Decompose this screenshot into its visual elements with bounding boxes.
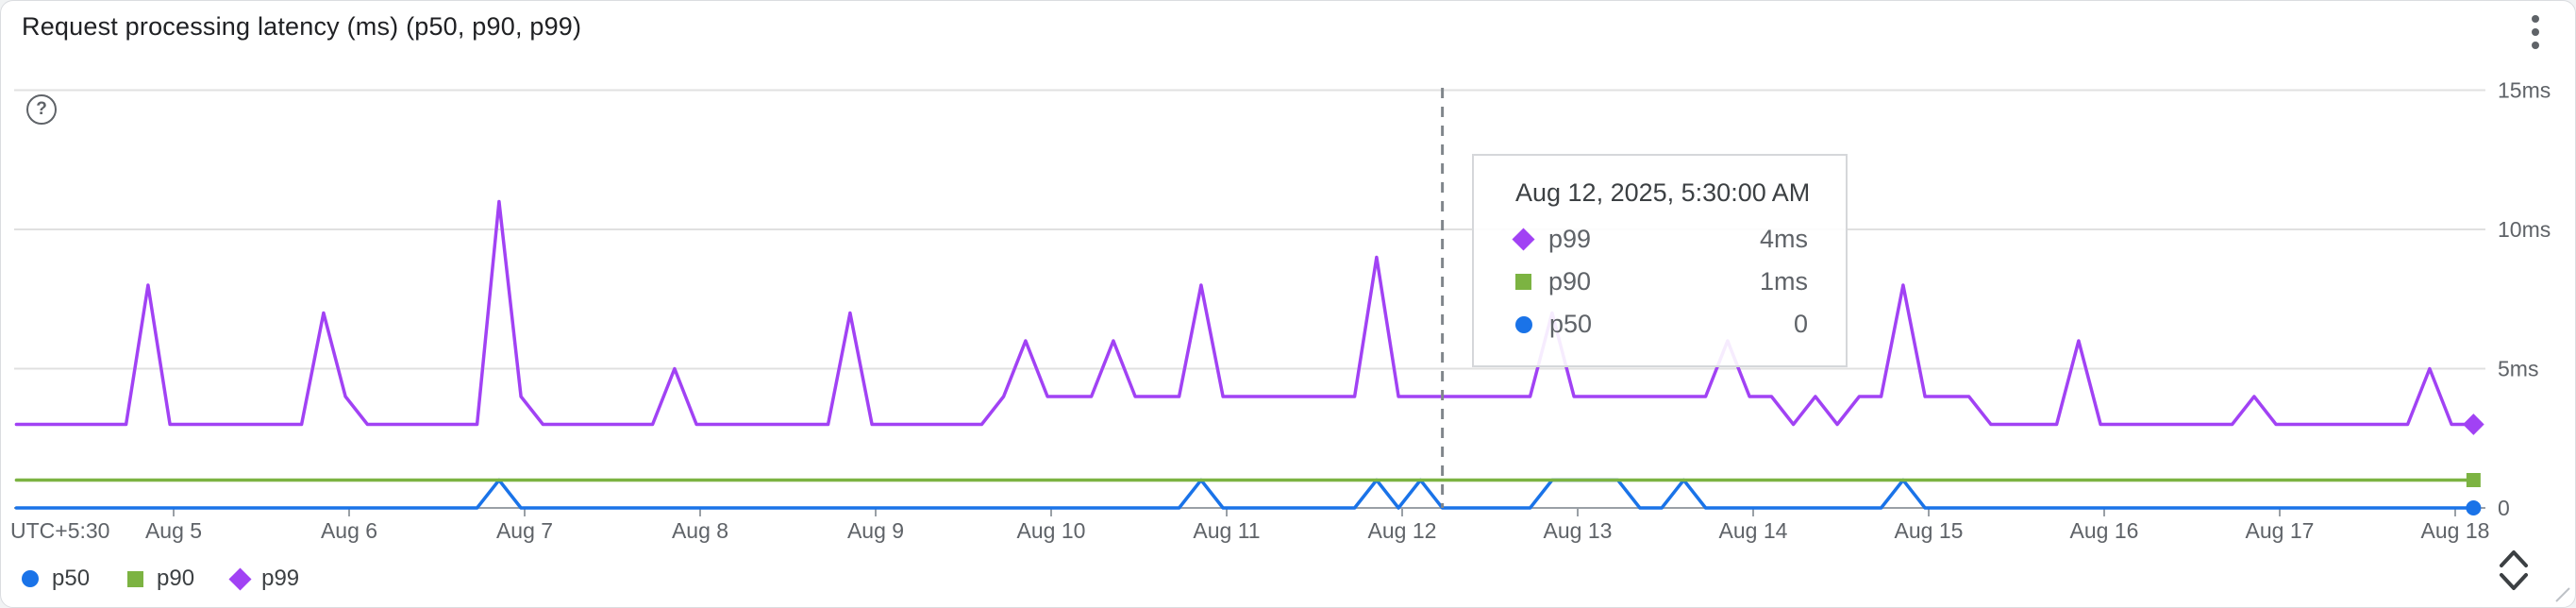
legend-item-p90[interactable]: p90: [127, 566, 194, 592]
tooltip-series-value: 4ms: [1759, 225, 1808, 253]
p50-circle-icon: [1515, 315, 1532, 333]
legend-item-p99[interactable]: p99: [228, 566, 300, 592]
tooltip-series-value: 0: [1793, 310, 1808, 338]
legend-label-p50: p50: [52, 566, 91, 591]
x-axis-label-aug-9: Aug 9: [847, 518, 904, 543]
x-axis-label-aug-11: Aug 11: [1193, 518, 1260, 543]
x-axis-label-aug-12: Aug 12: [1368, 518, 1437, 543]
x-axis-label-aug-13: Aug 13: [1544, 518, 1613, 543]
tooltip-row-p50: p50 0: [1515, 303, 1808, 346]
y-axis-label-5ms: 5ms: [2498, 357, 2538, 381]
p90-square-icon: [127, 570, 144, 587]
help-icon[interactable]: ?: [26, 94, 57, 125]
timezone-label: UTC+5:30: [10, 518, 109, 543]
p99-diamond-icon: [228, 566, 252, 591]
chart-title: Request processing latency (ms) (p50, p9…: [22, 12, 582, 41]
tooltip-series-label: p99: [1548, 225, 1592, 253]
y-axis-label-15ms: 15ms: [2498, 78, 2551, 103]
x-axis-label-aug-10: Aug 10: [1017, 518, 1086, 543]
y-axis-label-0: 0: [2498, 496, 2510, 520]
x-axis-label-aug-5: Aug 5: [145, 518, 202, 543]
legend-item-p50[interactable]: p50: [22, 566, 90, 592]
tooltip-series-value: 1ms: [1759, 267, 1808, 296]
x-axis-label-aug-14: Aug 14: [1719, 518, 1788, 543]
p90-end-square-icon: [2466, 473, 2481, 487]
chart-legend: p50 p90 p99: [22, 564, 299, 594]
resize-grip[interactable]: [2554, 586, 2571, 603]
p99-end-diamond-icon: [2463, 414, 2484, 435]
legend-label-p90: p90: [157, 566, 195, 591]
x-axis-label-aug-15: Aug 15: [1895, 518, 1964, 543]
x-axis-label-aug-7: Aug 7: [496, 518, 553, 543]
tooltip-timestamp: Aug 12, 2025, 5:30:00 AM: [1515, 178, 1811, 207]
chart-options-kebab-menu-button[interactable]: [2515, 7, 2556, 58]
p50-end-circle-icon: [2466, 500, 2482, 515]
x-axis-label-aug-8: Aug 8: [672, 518, 728, 543]
x-axis-label-aug-18: Aug 18: [2421, 518, 2490, 543]
p50-circle-icon: [22, 570, 39, 587]
x-axis-label-aug-16: Aug 16: [2070, 518, 2139, 543]
x-axis-label-aug-17: Aug 17: [2246, 518, 2315, 543]
tooltip-series-label: p50: [1549, 310, 1593, 338]
expand-collapse-button[interactable]: [2494, 545, 2535, 598]
kebab-menu-icon: [2532, 15, 2539, 23]
chart-tooltip: Aug 12, 2025, 5:30:00 AM p99 4ms p90 1ms…: [1472, 154, 1848, 367]
tooltip-series-label: p90: [1548, 267, 1592, 296]
tooltip-row-p99: p99 4ms: [1512, 218, 1808, 261]
tooltip-row-p90: p90 1ms: [1515, 261, 1808, 303]
chevron-up-down-icon: [2500, 550, 2528, 590]
p90-square-icon: [1515, 274, 1531, 290]
p99-line: [14, 199, 2476, 427]
x-axis-label-aug-6: Aug 6: [321, 518, 377, 543]
y-axis-label-10ms: 10ms: [2498, 217, 2551, 242]
p99-diamond-icon: [1512, 228, 1535, 251]
legend-label-p99: p99: [261, 566, 300, 591]
p50-line: [14, 478, 2476, 510]
